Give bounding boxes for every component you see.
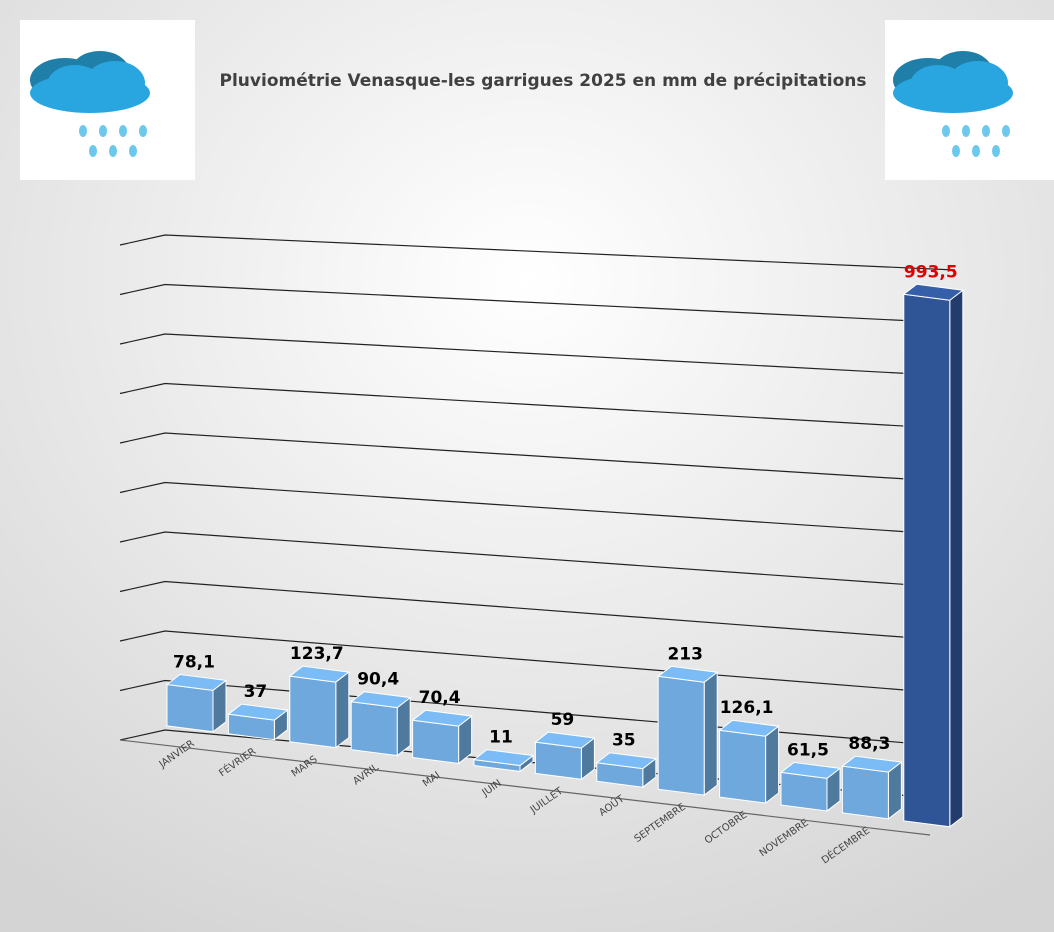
bar-top: [472, 749, 535, 767]
bar-top: [779, 761, 842, 779]
data-label: 59: [551, 710, 575, 730]
bar-front: [289, 675, 337, 749]
bar-top: [718, 719, 780, 737]
bar-top: [902, 283, 965, 301]
bar: [718, 719, 780, 805]
grid-line: [119, 481, 956, 536]
bar-side: [765, 725, 780, 805]
grid-line: [119, 432, 956, 483]
bar-front: [841, 765, 889, 820]
bar-top: [349, 691, 412, 709]
chart-title: Pluviométrie Venasque-les garrigues 2025…: [220, 71, 867, 91]
bar: [472, 749, 535, 773]
bar-top: [227, 703, 289, 721]
data-label: 88,3: [848, 734, 890, 754]
bar-side: [703, 671, 718, 797]
bar-top: [534, 731, 596, 749]
bar-top: [656, 665, 719, 683]
data-label: 993,5: [904, 262, 958, 282]
bar: [779, 761, 842, 812]
data-label: 70,4: [419, 688, 461, 708]
bar: [165, 673, 228, 733]
bar-front: [412, 719, 460, 765]
bar-front: [719, 729, 767, 804]
bar-side: [335, 671, 350, 749]
bar-top: [165, 673, 228, 691]
bar-top: [288, 665, 351, 683]
bar-front: [350, 701, 398, 757]
bar-front: [657, 675, 705, 796]
bar-top: [595, 752, 658, 770]
bar-top: [411, 709, 473, 727]
grid-line: [119, 382, 956, 430]
bar-front: [903, 293, 951, 828]
grid-line: [119, 580, 956, 642]
bar: [411, 709, 473, 765]
data-label: 11: [489, 728, 513, 748]
grid-line: [119, 333, 956, 377]
data-label: 213: [667, 644, 703, 664]
grid-line: [119, 531, 956, 589]
bar: [656, 665, 719, 797]
bar: [288, 665, 351, 749]
bar-front: [166, 683, 214, 733]
data-label: 61,5: [787, 740, 829, 760]
data-label: 90,4: [357, 670, 399, 690]
bar: [595, 752, 658, 789]
bar: [902, 283, 965, 828]
bar-top: [841, 755, 903, 773]
grid-line: [119, 283, 956, 324]
bar: [534, 731, 596, 781]
data-label: 35: [612, 731, 636, 751]
bar: [349, 691, 412, 757]
bar: [227, 703, 289, 741]
bar-side: [949, 289, 964, 828]
bar: [841, 755, 903, 820]
grid-line: [119, 234, 956, 271]
data-label: 78,1: [173, 652, 215, 672]
bar-front: [780, 771, 828, 812]
bar-front: [534, 741, 582, 780]
data-label: 123,7: [290, 644, 344, 664]
data-label: 37: [244, 682, 268, 702]
floor-edge: [119, 739, 931, 836]
data-label: 126,1: [720, 698, 774, 718]
